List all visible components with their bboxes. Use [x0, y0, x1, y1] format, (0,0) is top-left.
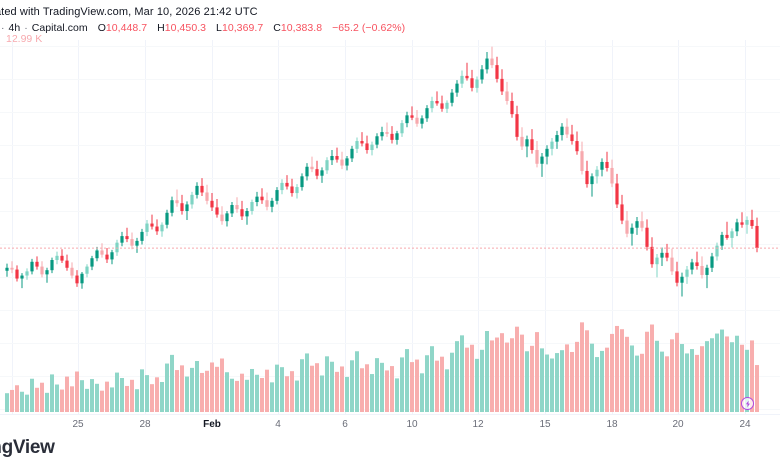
- chart-created-caption: n created with TradingView.com, Mar 10, …: [0, 6, 258, 18]
- volume-legend-value: 12.99 K: [6, 33, 43, 45]
- ohlc-low: L10,369.7: [216, 22, 263, 34]
- ohlc-low-key: L: [216, 22, 222, 34]
- ohlc-close: C10,383.8: [273, 22, 322, 34]
- tradingview-watermark: dingView: [0, 437, 55, 458]
- time-axis[interactable]: 25 28 Feb 4 6 10 12 15 18 20 24: [0, 414, 780, 437]
- ohlc-low-value: 10,369.7: [221, 22, 264, 34]
- exchange-label[interactable]: Capital.com: [31, 22, 88, 34]
- ohlc-high-value: 10,450.3: [164, 22, 207, 34]
- legend-separator-1: ·: [0, 22, 5, 34]
- time-axis-label: 25: [72, 419, 84, 430]
- time-axis-label: 6: [342, 419, 348, 430]
- ohlc-close-value: 10,383.8: [280, 22, 323, 34]
- interval-label[interactable]: 4h: [8, 22, 21, 34]
- time-axis-label: 10: [406, 419, 418, 430]
- time-axis-label: 28: [139, 419, 151, 430]
- time-axis-label: 18: [606, 419, 618, 430]
- price-change-value: −65.2 (−0.62%): [332, 22, 406, 34]
- time-axis-label: 20: [672, 419, 684, 430]
- time-axis-label: 12: [472, 419, 484, 430]
- ohlc-open: O10,448.7: [98, 22, 148, 34]
- lightning-bolt-glyph: [745, 400, 750, 407]
- ohlc-close-key: C: [273, 22, 281, 34]
- ohlc-high-key: H: [157, 22, 165, 34]
- time-axis-label: Feb: [203, 419, 221, 430]
- lightning-bolt-icon[interactable]: [741, 397, 754, 410]
- ohlc-open-key: O: [97, 22, 106, 34]
- time-axis-label: 4: [275, 419, 281, 430]
- ohlc-high: H10,450.3: [157, 22, 206, 34]
- ohlc-open-value: 10,448.7: [105, 22, 148, 34]
- time-axis-label: 24: [739, 419, 751, 430]
- time-axis-label: 15: [539, 419, 551, 430]
- legend-separator-2: ·: [24, 22, 28, 34]
- symbol-legend: ndex · 4h · Capital.com O10,448.7 H10,45…: [0, 22, 405, 34]
